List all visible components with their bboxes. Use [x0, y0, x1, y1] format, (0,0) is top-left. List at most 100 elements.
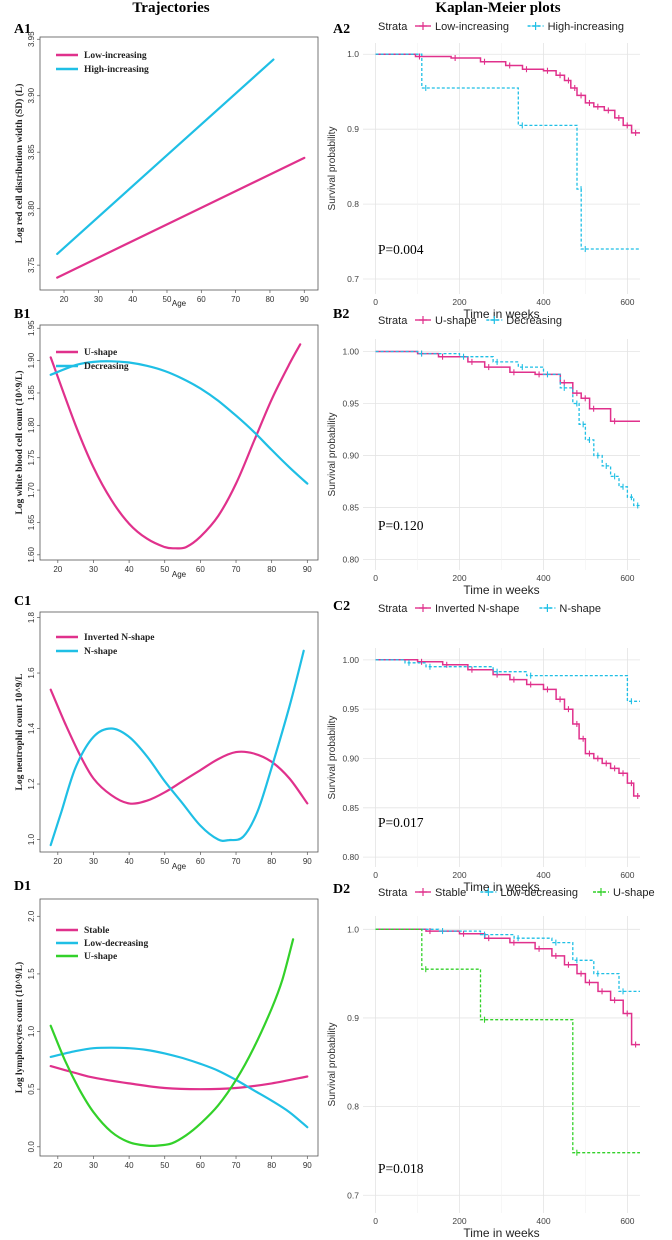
x-tick-label: 90	[303, 857, 312, 866]
legend-label: High-increasing	[548, 21, 624, 33]
y-tick-label: 0.9	[347, 124, 359, 134]
x-tick-label: 200	[452, 1216, 466, 1226]
series-line-high-increasing	[56, 58, 275, 255]
x-tick-label: 60	[196, 1161, 205, 1170]
x-tick-label: 50	[160, 1161, 169, 1170]
x-tick-label: 90	[303, 565, 312, 574]
plot-frame	[39, 36, 319, 291]
x-axis-label: Age	[172, 299, 187, 308]
y-tick-label: 3.85	[27, 144, 36, 160]
plot-frame	[39, 324, 319, 561]
y-tick-label: 0.85	[342, 803, 359, 813]
series-line-u-shape	[49, 343, 302, 550]
legend-label: Inverted N-shape	[435, 603, 519, 615]
km-curve-decreasing	[375, 350, 640, 507]
km-curve-u-shape	[375, 928, 640, 1154]
x-tick-label: 20	[53, 857, 62, 866]
y-tick-label: 1.95	[27, 320, 36, 336]
x-axis-label: Time in weeks	[463, 307, 539, 321]
panel-a1: A1 3.75 3.80 3.85 3.90 3.95 20 30 40 50 60 70 80 90 Ag…	[14, 22, 319, 308]
legend-censor-mark	[543, 604, 552, 612]
y-tick-label: 0.8	[347, 1102, 359, 1112]
series-line-low-decreasing	[49, 1046, 309, 1129]
x-tick-label: 200	[452, 870, 466, 880]
panel-label-a2: A2	[333, 22, 350, 37]
y-tick-label: 1.6	[27, 667, 36, 679]
y-tick-label: 0.85	[342, 503, 359, 513]
km-curve-low-increasing	[375, 53, 640, 134]
y-tick-label: 3.95	[27, 31, 36, 47]
y-tick-label: 1.65	[27, 514, 36, 530]
x-tick-label: 600	[620, 297, 634, 307]
x-axis-label: Age	[172, 862, 187, 871]
x-tick-label: 30	[89, 1161, 98, 1170]
legend-label: U-shape	[84, 952, 117, 962]
y-tick-label: 1.0	[27, 1025, 36, 1037]
x-tick-label: 80	[265, 295, 274, 304]
y-tick-label: 1.85	[27, 385, 36, 401]
x-tick-label: 20	[60, 295, 69, 304]
panel-b1: B1 1.60 1.65 1.70 1.75 1.80 1.85 1.90 1.95 20 30 40…	[14, 307, 319, 579]
y-tick-label: 1.90	[27, 352, 36, 368]
p-value: P=0.017	[378, 815, 424, 830]
legend-label: U-shape	[84, 348, 117, 358]
y-tick-label: 1.00	[342, 655, 359, 665]
legend-censor-mark	[419, 316, 427, 324]
x-tick-label: 60	[196, 857, 205, 866]
y-tick-label: 0.0	[27, 1141, 36, 1153]
x-tick-label: 30	[89, 565, 98, 574]
legend-censor-mark	[490, 316, 499, 324]
x-tick-label: 80	[267, 1161, 276, 1170]
panel-d1: D1 0.0 0.5 1.0 1.5 2.0 20 30 40 50 60 70 80 90 Log lym…	[14, 879, 319, 1170]
panel-label-d2: D2	[333, 882, 350, 897]
plot-frame	[39, 611, 319, 853]
x-axis-label: Time in weeks	[463, 1226, 539, 1240]
panel-label-c1: C1	[14, 594, 31, 609]
x-tick-label: 30	[89, 857, 98, 866]
x-tick-label: 600	[620, 870, 634, 880]
panel-a2: A2 0.7 0.8 0.9 1.0 0 200 400 600 Time in weeks Sur…	[327, 21, 640, 321]
x-tick-label: 90	[300, 295, 309, 304]
p-value: P=0.120	[378, 518, 424, 533]
x-tick-label: 40	[125, 1161, 134, 1170]
legend-label: Decreasing	[506, 315, 562, 327]
panel-label-a1: A1	[14, 22, 31, 37]
x-tick-label: 80	[267, 565, 276, 574]
x-tick-label: 40	[125, 565, 134, 574]
km-curve-inverted-n-shape	[375, 659, 640, 797]
x-tick-label: 0	[373, 870, 378, 880]
y-axis-label: Log lymphocytes count (10^9/L)	[14, 962, 25, 1093]
col-right-title: Kaplan-Meier plots	[435, 0, 560, 16]
x-tick-label: 400	[536, 870, 550, 880]
legend-censor-mark	[597, 888, 605, 896]
y-tick-label: 0.95	[342, 704, 359, 714]
y-tick-label: 0.7	[347, 274, 359, 284]
y-tick-label: 3.90	[27, 87, 36, 103]
y-tick-label: 3.75	[27, 257, 36, 273]
legend-label: Low-decreasing	[500, 887, 578, 899]
p-value: P=0.004	[378, 242, 424, 257]
x-tick-label: 0	[373, 573, 378, 583]
panel-c1: C1 1.0 1.2 1.4 1.6 1.8 20 30 40 50 60 70 80 90 Age Log …	[14, 594, 319, 871]
y-tick-label: 0.90	[342, 451, 359, 461]
p-value: P=0.018	[378, 1161, 424, 1176]
legend-label: N-shape	[559, 603, 601, 615]
y-tick-label: 0.80	[342, 852, 359, 862]
y-tick-label: 3.80	[27, 200, 36, 216]
y-tick-label: 0.8	[347, 199, 359, 209]
y-tick-label: 1.8	[27, 611, 36, 623]
y-axis-label: Survival probability	[327, 716, 338, 800]
x-tick-label: 50	[163, 295, 172, 304]
y-axis-label: Log red cell distribution width (SD) (L)	[14, 84, 25, 244]
legend-label: U-shape	[435, 315, 477, 327]
y-tick-label: 0.80	[342, 555, 359, 565]
y-tick-label: 0.90	[342, 753, 359, 763]
x-tick-label: 60	[196, 565, 205, 574]
x-tick-label: 400	[536, 1216, 550, 1226]
x-tick-label: 0	[373, 297, 378, 307]
y-tick-label: 1.2	[27, 778, 36, 790]
legend-label: High-increasing	[84, 65, 149, 75]
x-tick-label: 30	[94, 295, 103, 304]
panel-label-b2: B2	[333, 307, 349, 322]
